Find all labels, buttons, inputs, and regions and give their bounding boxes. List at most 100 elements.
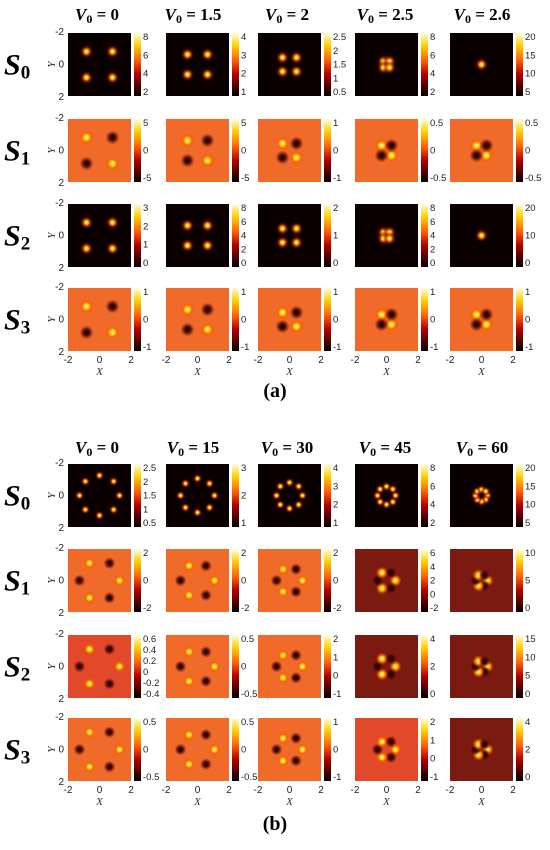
heatmap-panel: 0.5 0 -0.5 (166, 634, 257, 700)
colorbar-tick-label: 1 (241, 287, 246, 298)
colorbar-tick-label: 0 (241, 662, 246, 673)
y-tick-label: 0 (58, 662, 64, 673)
column-header: V0 = 45 (359, 438, 412, 459)
intensity-spot (200, 302, 215, 317)
intensity-spot (183, 728, 195, 741)
colorbar (232, 119, 239, 182)
heatmap-panel: 3 2 1 (166, 463, 246, 529)
intensity-spot (376, 735, 388, 748)
colorbar (324, 464, 331, 527)
x-tick-label: 2 (510, 355, 516, 366)
colorbar (232, 33, 239, 96)
intensity-spot (474, 228, 489, 243)
colorbar-tick-label: 0 (143, 258, 148, 269)
intensity-spot (469, 138, 484, 153)
row-label: S3 (4, 734, 30, 769)
y-tick-label: 0 (58, 60, 64, 71)
heatmap-panel: 0.5 0 -0.5 -2 0 2 Y -2 0 2 X (46, 712, 159, 808)
intensity-spot (200, 47, 215, 62)
colorbar-tick-label: 1 (333, 231, 338, 242)
intensity-spot (469, 307, 484, 322)
colorbar (421, 549, 428, 612)
heatmap-panel: 420-2 0 2X (446, 717, 531, 808)
heatmap-panel: 1 0 -1 -2 0 2 X (162, 287, 250, 378)
y-tick-label: 2 (58, 347, 64, 358)
colorbar-tick-label: 2 (430, 662, 435, 673)
heatmap-background (450, 288, 513, 351)
colorbar-tick-label: 15 (525, 50, 536, 61)
x-tick-label: 0 (97, 785, 103, 796)
colorbar-tick-label: 0 (430, 754, 435, 765)
intensity-spot (277, 671, 289, 684)
colorbar-tick-label: 0 (430, 258, 435, 269)
intensity-spot (209, 490, 220, 501)
intensity-spot (385, 751, 397, 764)
colorbar (516, 718, 523, 781)
heatmap-panel: 20 15 10 5 (450, 463, 536, 529)
colorbar-tick-label: 2 (333, 203, 338, 214)
intensity-spot (105, 325, 120, 340)
colorbar-tick-label: 0 (143, 146, 148, 157)
colorbar-tick-label: 3 (241, 463, 246, 474)
row-label: S1 (4, 565, 30, 600)
colorbar-tick-label: -0.4 (143, 689, 159, 700)
row-label: S2 (4, 220, 30, 255)
colorbar-tick-label: 2 (241, 244, 246, 255)
y-axis-label: Y (46, 231, 58, 239)
colorbar-tick-label: -2 (143, 603, 151, 614)
column-header: V0 = 2.5 (357, 5, 414, 26)
intensity-spot (103, 643, 116, 656)
intensity-spot (180, 238, 195, 253)
y-tick-label: 2 (58, 608, 64, 619)
intensity-spot (376, 652, 388, 665)
colorbar-tick-label: -1 (333, 772, 341, 783)
colorbar-tick-label: 4 (430, 231, 435, 242)
colorbar-tick-label: 8 (430, 203, 435, 214)
intensity-spot (296, 743, 309, 756)
heatmap-panel: 2 1 0 -1 -2 0 2 X (351, 717, 439, 808)
x-tick-label: 2 (510, 785, 516, 796)
intensity-spot (180, 133, 195, 148)
colorbar-tick-label: 10 (525, 652, 536, 663)
colorbar-tick-label: -2 (333, 603, 341, 614)
y-tick-label: -2 (55, 629, 64, 640)
x-tick-label: -2 (351, 355, 360, 366)
colorbar-tick-label: 15 (525, 481, 536, 492)
intensity-spot (275, 221, 290, 236)
x-tick-label: 2 (128, 785, 134, 796)
intensity-spot (200, 133, 215, 148)
colorbar-tick-label: 6 (430, 481, 435, 492)
colorbar-tick-label: 0 (525, 258, 530, 269)
colorbar (516, 288, 523, 351)
colorbar-tick-label: 0 (143, 576, 148, 587)
intensity-spot (200, 153, 215, 168)
colorbar-tick-label: 2 (241, 491, 246, 502)
colorbar-tick-label: -1 (241, 342, 249, 353)
intensity-spot (384, 148, 399, 163)
colorbar-tick-label: 0 (430, 146, 435, 157)
intensity-spot (73, 574, 86, 587)
colorbar (134, 635, 141, 698)
colorbar (324, 33, 331, 96)
colorbar (134, 464, 141, 527)
x-tick-label: 2 (226, 785, 232, 796)
intensity-spot (208, 660, 221, 673)
intensity-spot (200, 728, 212, 741)
intensity-spot (479, 138, 494, 153)
intensity-spot (183, 645, 195, 658)
colorbar (421, 33, 428, 96)
colorbar-tick-label: 2 (143, 477, 148, 488)
intensity-spot (290, 563, 302, 576)
intensity-spot (290, 754, 302, 767)
colorbar-tick-label: -0.5 (525, 173, 541, 184)
intensity-spot (289, 221, 304, 236)
colorbar-tick-label: 1.5 (333, 60, 346, 71)
colorbar (421, 288, 428, 351)
intensity-spot (290, 732, 302, 745)
row-label: S0 (4, 49, 30, 84)
intensity-spot (113, 660, 126, 673)
colorbar-tick-label: 1 (333, 118, 338, 129)
colorbar-tick-label: 10 (525, 231, 536, 242)
intensity-spot (479, 148, 494, 163)
intensity-spot (275, 499, 286, 510)
